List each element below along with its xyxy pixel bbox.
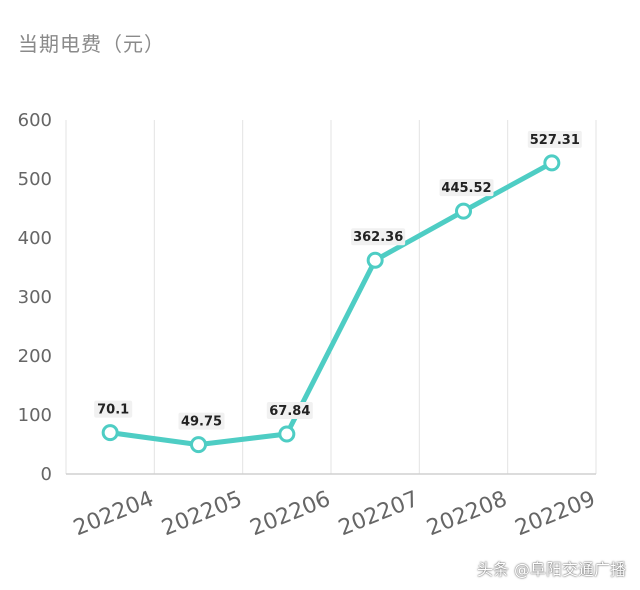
y-tick-label: 0 [41,464,52,485]
grid-lines [65,120,597,475]
watermark-text: 头条 @阜阳交通广播 [476,560,626,579]
data-label: 67.84 [269,404,310,419]
series-layer [101,154,561,454]
data-label: 49.75 [181,415,222,430]
y-tick-label: 400 [18,228,52,249]
data-label: 362.36 [353,230,403,245]
x-tick-label: 202208 [423,487,510,542]
data-point [543,154,561,172]
data-label-bg [94,400,133,418]
data-labels: 70.1 49.75 67.84 362.36 445.52 527.31 [94,130,582,430]
data-label-bg [439,179,494,197]
data-point [278,425,296,443]
y-tick-label: 100 [18,405,52,426]
data-label: 445.52 [441,181,491,196]
data-point [101,424,119,442]
data-label-bg [178,412,225,430]
x-tick-label: 202205 [158,487,245,542]
chart-title: 当期电费（元） [18,32,165,56]
data-label-bg [351,228,406,246]
data-point [366,251,384,269]
x-tick-label: 202206 [247,487,334,542]
data-label: 70.1 [97,403,129,418]
data-point [190,436,207,454]
x-tick-label: 202204 [70,487,157,542]
data-label: 527.31 [530,133,580,148]
y-tick-label: 600 [18,110,52,131]
series-line [107,160,555,448]
x-tick-label: 202209 [512,487,599,542]
y-tick-label: 200 [18,346,52,367]
y-tick-label: 300 [18,287,52,308]
y-tick-label: 500 [18,169,52,190]
x-tick-label: 202207 [335,487,422,542]
x-axis-ticks: 202204 202205 202206 202207 202208 202209 [70,487,599,542]
data-point [455,202,472,220]
data-label-bg [266,401,313,419]
data-label-bg [527,130,582,148]
y-axis-ticks: 0 100 200 300 400 500 600 [18,110,52,485]
